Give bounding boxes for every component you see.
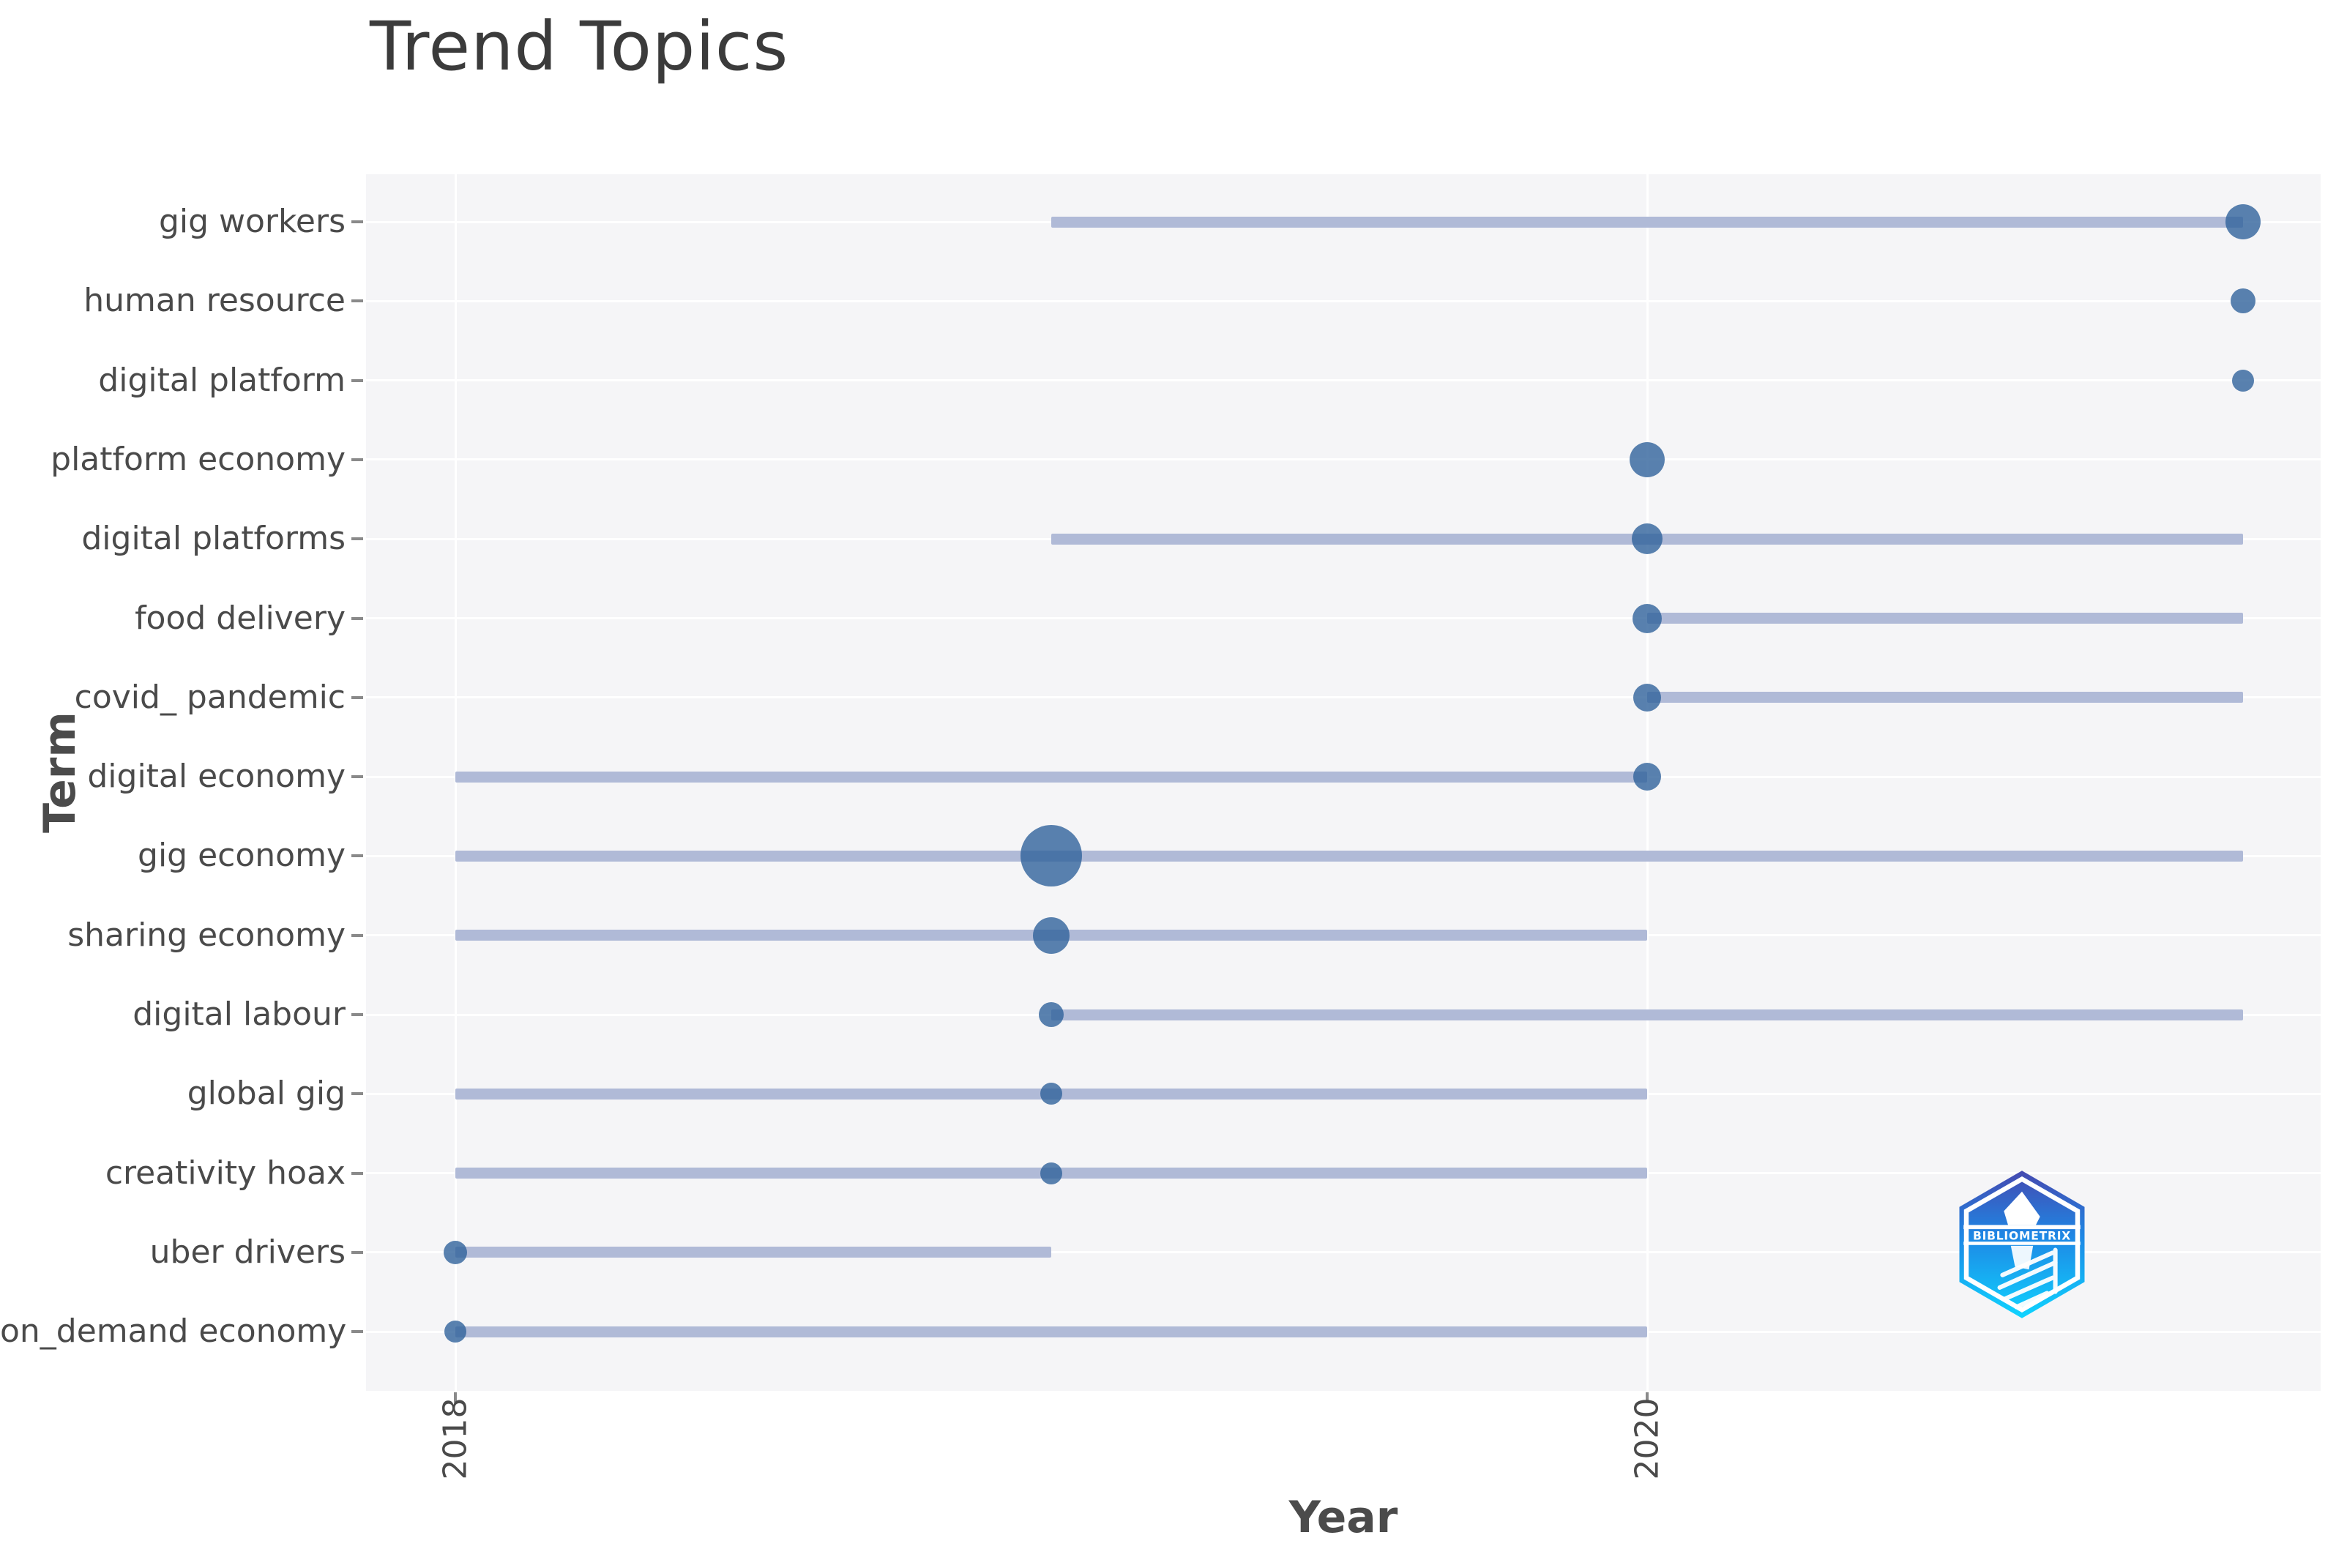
y-tick-mark	[351, 695, 363, 699]
trend-dot	[2225, 204, 2261, 239]
y-tick-mark	[351, 1330, 363, 1334]
term-label-food-delivery: food delivery	[135, 599, 346, 637]
logo-wordmark: BIBLIOMETRIX	[1973, 1229, 2071, 1242]
y-gridline	[366, 1251, 2321, 1254]
logo-horizon-line	[1963, 1225, 2081, 1230]
y-gridline	[366, 458, 2321, 461]
y-tick-mark	[351, 1092, 363, 1096]
trend-dot	[2231, 288, 2255, 314]
x-gridline-2018	[454, 174, 457, 1391]
y-tick-mark	[351, 1013, 363, 1016]
y-tick-mark	[351, 220, 363, 223]
trend-dot	[1040, 1083, 1062, 1105]
y-tick-mark	[351, 1171, 363, 1175]
term-label-global-gig: global gig	[187, 1075, 346, 1113]
y-tick-mark	[351, 1250, 363, 1254]
y-gridline	[366, 696, 2321, 699]
trend-line	[1051, 216, 2243, 228]
x-tick-label-text: 2018	[436, 1397, 474, 1479]
term-label-digital-economy: digital economy	[87, 758, 346, 796]
trend-line	[455, 1247, 1051, 1258]
trend-dot	[1039, 1002, 1064, 1027]
y-gridline	[366, 379, 2321, 382]
logo-stripe-2	[1997, 1260, 2058, 1290]
trend-dot	[444, 1321, 466, 1343]
trend-dot	[1020, 825, 1082, 887]
trend-dot	[1633, 603, 1662, 633]
logo-hexagon-ring	[1963, 1176, 2081, 1313]
y-tick-mark	[351, 299, 363, 303]
trend-dot	[1040, 1162, 1062, 1184]
x-tick-mark-2020	[1646, 1392, 1649, 1403]
term-label-platform-economy: platform economy	[51, 440, 346, 478]
trend-dot	[1633, 763, 1661, 791]
y-tick-mark	[351, 458, 363, 461]
term-label-creativity-hoax: creativity hoax	[105, 1154, 346, 1192]
trend-line	[1051, 1009, 2243, 1020]
term-label-digital-platforms: digital platforms	[81, 520, 346, 558]
x-tick-mark-2018	[454, 1392, 457, 1403]
y-axis-title-text: Term	[34, 712, 86, 833]
term-label-human-resource: human resource	[83, 282, 346, 320]
term-label-covid-pandemic: covid_ pandemic	[74, 678, 346, 716]
bibliometrix-logo: BIBLIOMETRIX	[1952, 1169, 2092, 1320]
logo-stripe-3	[2003, 1275, 2055, 1302]
trend-line	[1647, 613, 2243, 624]
term-label-gig-economy: gig economy	[138, 837, 346, 875]
trend-dot	[2232, 369, 2254, 392]
trend-line	[455, 771, 1647, 783]
y-tick-mark	[351, 616, 363, 620]
x-tick-label-text: 2020	[1628, 1397, 1666, 1479]
trend-dot	[1630, 441, 1665, 477]
term-label-digital-labour: digital labour	[133, 996, 346, 1033]
term-label-uber-drivers: uber drivers	[149, 1233, 346, 1271]
y-tick-mark	[351, 854, 363, 858]
y-tick-mark	[351, 537, 363, 541]
trend-dot	[1633, 683, 1661, 712]
trend-dot	[1632, 523, 1663, 555]
y-tick-mark	[351, 378, 363, 382]
term-label-gig-workers: gig workers	[158, 203, 346, 240]
x-axis-title-text: Year	[1288, 1492, 1398, 1543]
trend-line	[455, 1326, 1647, 1337]
trend-line	[1647, 692, 2243, 703]
trend-dot	[1033, 916, 1070, 954]
y-tick-mark	[351, 933, 363, 937]
trend-dot	[444, 1240, 467, 1264]
term-label-on-demand-economy: on_demand economy	[0, 1313, 347, 1351]
logo-stripe-1	[2000, 1250, 2055, 1277]
logo-mountain-icon	[2004, 1191, 2040, 1225]
logo-stripe-4	[2014, 1291, 2050, 1310]
logo-horizon-line2	[1963, 1242, 2081, 1245]
trend-line	[455, 850, 2243, 862]
bibliometrix-logo-svg: BIBLIOMETRIX	[1959, 1171, 2085, 1318]
chart-title: Trend Topics	[370, 7, 789, 86]
term-label-digital-platform: digital platform	[98, 361, 346, 399]
y-gridline	[366, 617, 2321, 619]
term-label-sharing-economy: sharing economy	[67, 916, 346, 954]
y-gridline	[366, 299, 2321, 302]
y-tick-mark	[351, 775, 363, 779]
